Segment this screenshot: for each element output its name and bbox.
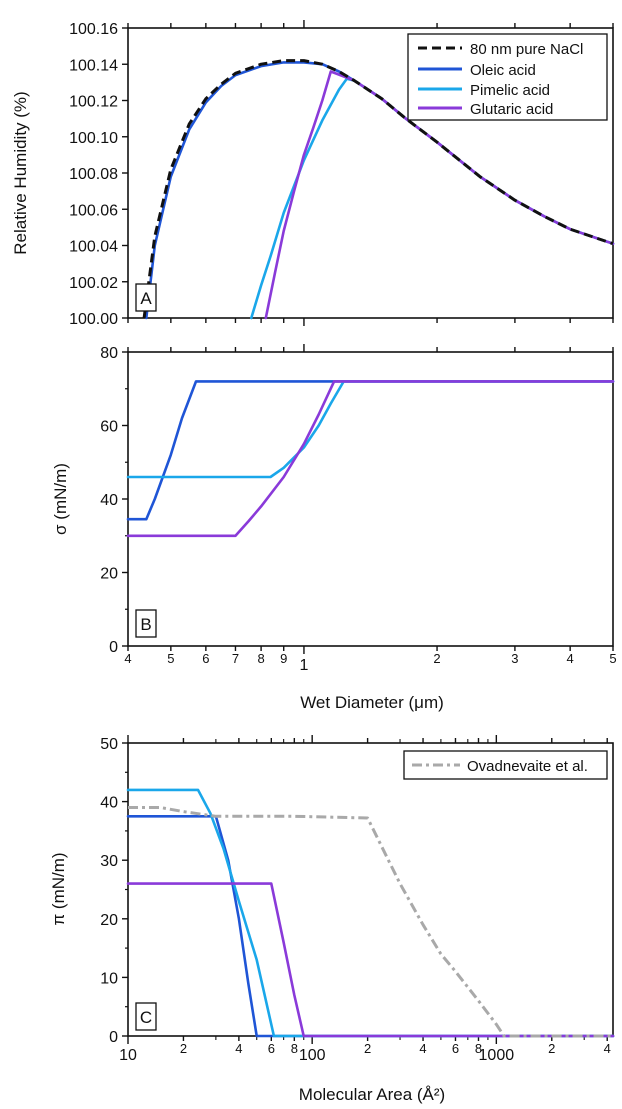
- panel-a-y-tick-label: 100.02: [69, 275, 118, 292]
- panel-b-x-tick-label: 3: [511, 651, 518, 666]
- panel-b-x-tick-label: 7: [232, 651, 239, 666]
- panel-a-legend: 80 nm pure NaCl Oleic acid Pimelic acid …: [407, 33, 608, 121]
- panel-c-y-tick-label: 0: [109, 1029, 118, 1046]
- panel-b-label-box: B: [135, 609, 157, 638]
- panel-c-x-axis-label: Molecular Area (Å²): [299, 1085, 445, 1104]
- panel-a-y-tick-label: 100.06: [69, 202, 118, 219]
- panel-b-x-tick-label: 5: [167, 651, 174, 666]
- panel-c-x-tick-label: 4: [604, 1041, 611, 1056]
- panel-b-y-tick-label: 40: [100, 492, 118, 509]
- panel-a-y-ticks: 100.00 100.02 100.04 100.06 100.08 100.10 100.…: [69, 21, 128, 328]
- panel-a-label-box: A: [135, 283, 157, 312]
- legend-label-pimelic: Pimelic acid: [470, 82, 550, 99]
- panel-c-y-tick-label: 10: [100, 970, 118, 987]
- panel-c-x-tick-label: 2: [180, 1041, 187, 1056]
- panel-c-x-tick-label: 100: [299, 1047, 326, 1064]
- panel-a-y-tick-label: 100.14: [69, 57, 118, 74]
- panel-b-x-tick-label: 4: [124, 651, 131, 666]
- panel-b-series: [126, 380, 615, 538]
- panel-b-x-tick-label: 6: [202, 651, 209, 666]
- legend-label-oleic: Oleic acid: [470, 62, 536, 79]
- panel-b-y-tick-label: 20: [100, 566, 118, 583]
- panel-c-y-axis-label: π (mN/m): [49, 852, 68, 925]
- panel-c-x-tick-label: 4: [419, 1041, 426, 1056]
- panel-a-series-line-pure_nacl: [142, 59, 614, 319]
- panel-b-y-tick-label: 60: [100, 419, 118, 436]
- panel-a-y-tick-label: 100.00: [69, 311, 118, 328]
- panel-a: 100.00 100.02 100.04 100.06 100.08 100.10 100.…: [11, 20, 615, 328]
- panel-c-x-tick-label: 2: [548, 1041, 555, 1056]
- panel-b-frame: [127, 351, 614, 647]
- panel-c-x-tick-label: 1000: [479, 1047, 515, 1064]
- panel-c-x-tick-label: 6: [268, 1041, 275, 1056]
- panel-c-x-tick-label: 10: [119, 1047, 137, 1064]
- legend-label-ovadnevaite: Ovadnevaite et al.: [467, 758, 588, 775]
- panel-a-y-tick-label: 100.10: [69, 130, 118, 147]
- panel-a-y-axis-label: Relative Humidity (%): [11, 91, 30, 254]
- panel-a-y-tick-label: 100.08: [69, 166, 118, 183]
- panel-b-series-line-oleic: [126, 380, 615, 521]
- panel-c-label: C: [140, 1008, 152, 1027]
- panel-b-x-axis-label: Wet Diameter (μm): [300, 693, 444, 712]
- panel-b-x-tick-label: 4: [567, 651, 574, 666]
- panel-c-legend: Ovadnevaite et al.: [403, 750, 608, 780]
- panel-c-series: [126, 788, 615, 1038]
- panel-c-series-line-ovadnevaite: [128, 806, 613, 1038]
- panel-a-y-tick-label: 100.04: [69, 239, 118, 256]
- panel-b-series-line-pimelic: [126, 380, 615, 479]
- legend-label-pure-nacl: 80 nm pure NaCl: [470, 41, 583, 58]
- panel-b-y-ticks: 0 20 40 60 80: [100, 345, 128, 656]
- panel-b-y-axis-label: σ (mN/m): [51, 463, 70, 535]
- panel-a-legend-box: [407, 33, 608, 121]
- panel-b-x-tick-label: 9: [280, 651, 287, 666]
- legend-label-glutaric: Glutaric acid: [470, 101, 553, 118]
- panel-c-y-tick-label: 30: [100, 853, 118, 870]
- panel-c-y-tick-label: 20: [100, 912, 118, 929]
- panel-c-x-tick-label: 2: [364, 1041, 371, 1056]
- panel-a-series: [142, 59, 615, 320]
- panel-c-y-tick-label: 40: [100, 795, 118, 812]
- panel-c-x-tick-label: 8: [475, 1041, 482, 1056]
- panel-c-y-tick-label: 50: [100, 736, 118, 753]
- panel-b-x-tick-label: 8: [257, 651, 264, 666]
- panel-c-x-tick-label: 8: [291, 1041, 298, 1056]
- panel-a-y-tick-label: 100.16: [69, 21, 118, 38]
- panel-b-x-tick-label: 1: [299, 657, 308, 674]
- panel-b-x-tick-label: 2: [433, 651, 440, 666]
- panel-b-x-tick-label: 5: [609, 651, 616, 666]
- panel-c-frame: [127, 742, 614, 1037]
- panel-c-label-box: C: [135, 1002, 157, 1031]
- panel-c-series-line-oleic: [126, 814, 615, 1038]
- panel-c-series-line-pimelic: [126, 788, 615, 1038]
- panel-c-y-ticks: 0 10 20 30 40 50: [100, 736, 128, 1046]
- panel-b-series-line-glutaric: [126, 380, 615, 538]
- panel-a-label: A: [140, 289, 152, 308]
- panel-b-y-tick-label: 80: [100, 345, 118, 362]
- panel-a-x-ticks: [127, 20, 614, 326]
- panel-b-y-tick-label: 0: [109, 639, 118, 656]
- panel-c-series-line-glutaric: [126, 882, 615, 1038]
- panel-a-y-tick-label: 100.12: [69, 94, 118, 111]
- panel-b-label: B: [140, 615, 151, 634]
- panel-c-x-tick-label: 4: [235, 1041, 242, 1056]
- panel-c-x-tick-label: 6: [452, 1041, 459, 1056]
